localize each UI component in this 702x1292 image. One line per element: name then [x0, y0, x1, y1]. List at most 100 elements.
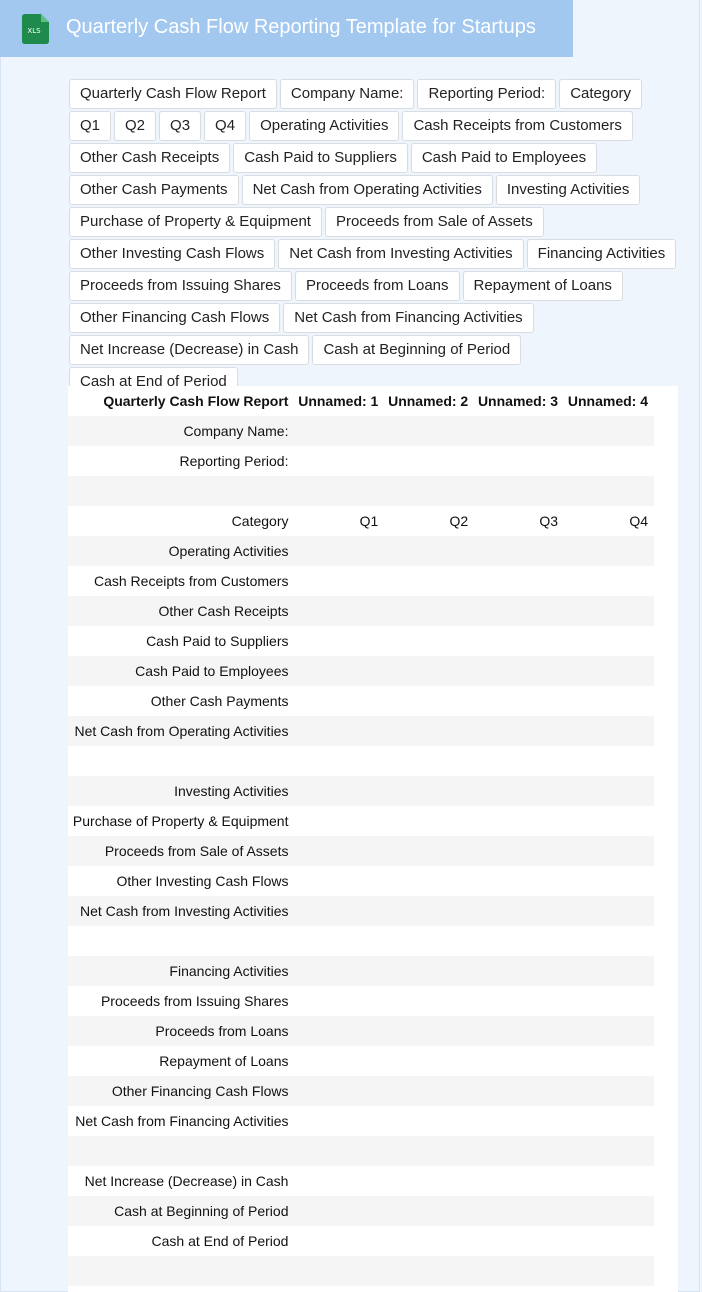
table-row: 13Purchase of Property & Equipment — [68, 806, 654, 836]
cell: Cash at End of Period — [151, 1233, 289, 1249]
table-row: 22Other Financing Cash Flows — [68, 1076, 654, 1106]
empty-cell — [384, 416, 474, 446]
empty-cell — [564, 416, 654, 446]
table-row: 0Company Name: — [68, 416, 654, 446]
empty-cell — [294, 656, 384, 686]
empty-cell — [474, 926, 564, 956]
empty-cell — [384, 686, 474, 716]
empty-cell — [294, 1226, 384, 1256]
empty-cell — [384, 1256, 474, 1286]
cell: Investing Activities — [174, 783, 289, 799]
empty-cell — [474, 746, 564, 776]
cell: Cash Receipts from Customers — [93, 573, 289, 589]
empty-cell — [384, 1106, 474, 1136]
empty-cell — [474, 956, 564, 986]
data-table: Quarterly Cash Flow Report Unnamed: 1 Unna… — [68, 386, 654, 1286]
chip[interactable]: Q2 — [114, 111, 157, 141]
chip[interactable]: Financing Activities — [526, 239, 677, 269]
table-row: 11 — [68, 746, 654, 776]
empty-cell — [294, 1166, 384, 1196]
empty-cell — [294, 776, 384, 806]
empty-cell — [384, 746, 474, 776]
empty-cell — [474, 686, 564, 716]
cell: Purchase of Property & Equipment — [72, 813, 289, 829]
chip[interactable]: Other Investing Cash Flows — [69, 239, 276, 269]
chip[interactable]: Other Financing Cash Flows — [69, 303, 281, 333]
empty-cell — [384, 926, 474, 956]
empty-cell — [564, 1136, 654, 1166]
empty-cell — [384, 1196, 474, 1226]
header-row: Quarterly Cash Flow Report Unnamed: 1 Unna… — [68, 386, 654, 416]
empty-cell — [474, 866, 564, 896]
chip[interactable]: Proceeds from Sale of Assets — [324, 207, 544, 237]
chip[interactable]: Repayment of Loans — [462, 271, 623, 301]
cell: Net Cash from Operating Activities — [74, 723, 289, 739]
chip[interactable]: Q1 — [69, 111, 112, 141]
empty-cell — [294, 896, 384, 926]
chip[interactable]: Cash Paid to Suppliers — [233, 143, 408, 173]
empty-cell — [384, 446, 474, 476]
chip[interactable]: Q3 — [159, 111, 202, 141]
empty-cell — [294, 626, 384, 656]
chip[interactable]: Q4 — [204, 111, 247, 141]
empty-cell — [564, 746, 654, 776]
chip[interactable]: Proceeds from Loans — [294, 271, 460, 301]
chip[interactable]: Cash Receipts from Customers — [402, 111, 633, 141]
cell: Cash Paid to Employees — [135, 663, 289, 679]
empty-cell — [294, 716, 384, 746]
empty-cell — [384, 596, 474, 626]
empty-cell — [474, 776, 564, 806]
table-row: 27Cash at End of Period — [68, 1226, 654, 1256]
chip[interactable]: Investing Activities — [495, 175, 641, 205]
chip[interactable]: Proceeds from Issuing Shares — [69, 271, 292, 301]
chip[interactable]: Net Cash from Investing Activities — [278, 239, 524, 269]
chip[interactable]: Net Cash from Operating Activities — [241, 175, 493, 205]
empty-cell — [474, 596, 564, 626]
chip[interactable]: Purchase of Property & Equipment — [69, 207, 322, 237]
empty-cell — [384, 836, 474, 866]
chip[interactable]: Cash at Beginning of Period — [312, 335, 522, 365]
empty-cell — [384, 776, 474, 806]
empty-cell — [564, 716, 654, 746]
chip[interactable]: Quarterly Cash Flow Report — [69, 79, 277, 109]
empty-cell — [564, 956, 654, 986]
table-row: 26Cash at Beginning of Period — [68, 1196, 654, 1226]
empty-cell — [474, 986, 564, 1016]
empty-cell — [474, 896, 564, 926]
empty-cell — [384, 656, 474, 686]
cell: Proceeds from Sale of Assets — [104, 843, 289, 859]
chip[interactable]: Reporting Period: — [417, 79, 557, 109]
table-row: 23Net Cash from Financing Activities — [68, 1106, 654, 1136]
empty-cell — [294, 806, 384, 836]
cell: Other Investing Cash Flows — [116, 873, 289, 889]
empty-cell — [474, 656, 564, 686]
cell: Other Cash Payments — [150, 693, 289, 709]
icon-label: XLS — [27, 27, 41, 35]
empty-cell — [384, 806, 474, 836]
table-row: 24 — [68, 1136, 654, 1166]
chip[interactable]: Other Cash Receipts — [69, 143, 231, 173]
column-header: Unnamed: 4 — [567, 393, 648, 409]
empty-cell — [384, 566, 474, 596]
empty-cell — [474, 1106, 564, 1136]
empty-cell — [384, 626, 474, 656]
cell: Reporting Period: — [179, 453, 289, 469]
chip[interactable]: Net Increase (Decrease) in Cash — [69, 335, 310, 365]
empty-cell — [564, 566, 654, 596]
chip[interactable]: Company Name: — [279, 79, 415, 109]
table-row: 28 — [68, 1256, 654, 1286]
empty-cell — [294, 986, 384, 1016]
table-row: 15Other Investing Cash Flows — [68, 866, 654, 896]
table-row: 25Net Increase (Decrease) in Cash — [68, 1166, 654, 1196]
chip[interactable]: Cash Paid to Employees — [410, 143, 598, 173]
chip[interactable]: Category — [559, 79, 643, 109]
chip[interactable]: Other Cash Payments — [69, 175, 239, 205]
cell: Financing Activities — [169, 963, 289, 979]
chip[interactable]: Operating Activities — [249, 111, 400, 141]
empty-cell — [474, 716, 564, 746]
cell: Operating Activities — [168, 543, 289, 559]
empty-cell — [564, 626, 654, 656]
table-row: 19Proceeds from Issuing Shares — [68, 986, 654, 1016]
table-row: 20Proceeds from Loans — [68, 1016, 654, 1046]
chip[interactable]: Net Cash from Financing Activities — [283, 303, 534, 333]
